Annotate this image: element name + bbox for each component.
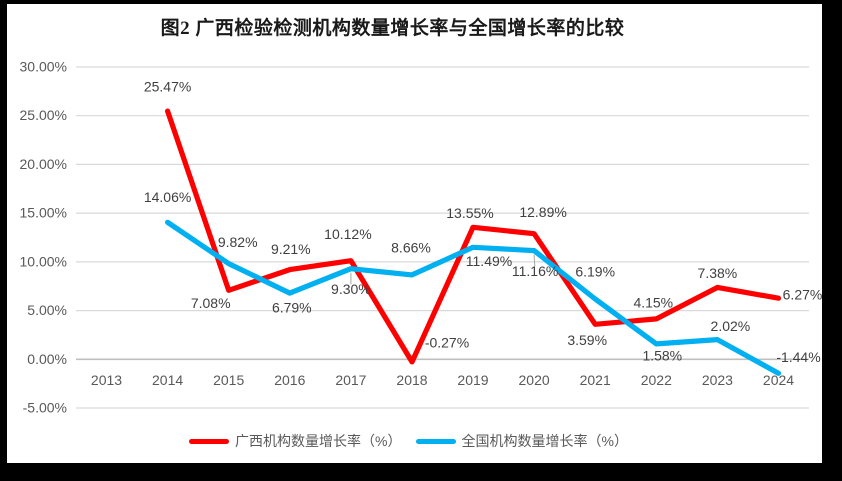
data-label-guangxi-2014: 25.47%	[144, 79, 191, 95]
y-tick-label: 5.00%	[27, 302, 67, 318]
data-label-national-2014: 14.06%	[144, 189, 191, 205]
x-tick-label: 2016	[274, 372, 305, 388]
data-label-national-2019: 11.49%	[466, 253, 512, 269]
legend-label-guangxi: 广西机构数量增长率（%）	[235, 433, 402, 449]
data-label-national-2020: 11.16%	[512, 263, 558, 279]
data-label-national-2017: 9.30%	[331, 281, 371, 297]
data-label-guangxi-2015: 7.08%	[191, 295, 231, 311]
data-label-national-2024: -1.44%	[776, 349, 820, 365]
chart-title: 图2 广西检验检测机构数量增长率与全国增长率的比较	[160, 18, 625, 39]
x-tick-label: 2021	[580, 372, 611, 388]
chart-legend: 广西机构数量增长率（%） 全国机构数量增长率（%）	[1, 431, 816, 451]
data-label-guangxi-2019: 13.55%	[446, 205, 493, 221]
data-label-guangxi-2023: 7.38%	[698, 265, 738, 281]
data-label-national-2021: 6.19%	[575, 264, 615, 280]
y-tick-label: 30.00%	[20, 59, 67, 75]
y-tick-label: 25.00%	[20, 107, 67, 123]
x-tick-label: 2024	[763, 372, 794, 388]
data-label-guangxi-2016: 9.21%	[271, 241, 311, 257]
series-line-national	[165, 219, 782, 376]
data-label-national-2018: 8.66%	[391, 239, 431, 255]
legend-swatch-guangxi-red-line-icon	[189, 438, 230, 444]
label-leader-line	[533, 254, 536, 267]
legend-swatch-national-blue-line-icon	[415, 438, 456, 444]
data-label-guangxi-2024: 6.27%	[783, 287, 822, 303]
y-tick-label: 20.00%	[20, 156, 67, 172]
data-label-national-2022: 1.58%	[642, 347, 682, 363]
line-chart-plot-area: 30.00% 25.00% 20.00% 15.00% 10.00% 5.00% 0.00%…	[20, 59, 822, 416]
legend-item-guangxi: 广西机构数量增长率（%）	[189, 431, 402, 451]
y-tick-label: 0.00%	[27, 351, 67, 367]
x-tick-label: 2017	[335, 372, 366, 388]
data-label-guangxi-2022: 4.15%	[633, 294, 673, 310]
y-tick-label: -5.00%	[23, 400, 67, 416]
y-tick-label: 10.00%	[20, 253, 67, 269]
x-tick-label: 2019	[457, 372, 488, 388]
data-label-guangxi-2021: 3.59%	[567, 332, 607, 348]
x-tick-label: 2023	[702, 372, 733, 388]
x-tick-label: 2014	[152, 372, 183, 388]
data-label-national-2023: 2.02%	[711, 318, 751, 334]
legend-item-national: 全国机构数量增长率（%）	[415, 431, 628, 451]
data-label-guangxi-2017: 10.12%	[324, 226, 371, 242]
x-tick-label: 2018	[396, 372, 427, 388]
x-tick-label: 2013	[91, 372, 122, 388]
data-label-national-2016: 6.79%	[272, 300, 312, 316]
chart-canvas: 图2 广西检验检测机构数量增长率与全国增长率的比较 30.00% 25.00% 20…	[7, 4, 822, 463]
y-tick-label: 15.00%	[20, 205, 67, 221]
x-tick-label: 2015	[213, 372, 244, 388]
data-label-guangxi-2018: -0.27%	[425, 334, 469, 350]
data-label-national-2015: 9.82%	[218, 234, 258, 250]
x-tick-label: 2022	[641, 372, 672, 388]
legend-label-national: 全国机构数量增长率（%）	[461, 433, 628, 449]
series-line-guangxi	[165, 108, 782, 365]
x-tick-label: 2020	[519, 372, 550, 388]
data-label-guangxi-2020: 12.89%	[519, 204, 566, 220]
